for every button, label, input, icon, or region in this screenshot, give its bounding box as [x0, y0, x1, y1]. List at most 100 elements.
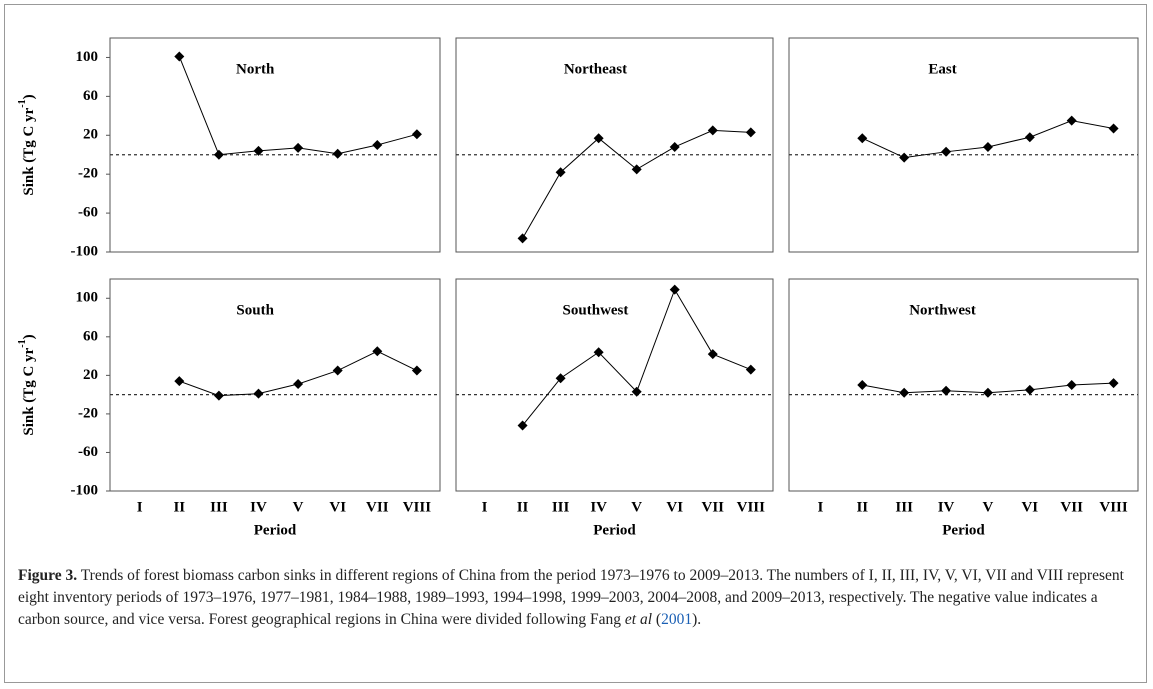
x-tick-label: VIII [1099, 499, 1128, 515]
data-point [631, 164, 642, 175]
data-point [213, 149, 224, 160]
y-tick-label: 100 [76, 290, 99, 306]
data-point [517, 233, 528, 244]
data-point [669, 141, 680, 152]
data-point [899, 152, 910, 163]
data-point [253, 145, 264, 156]
x-tick-label: VIII [403, 499, 432, 515]
y-tick-label: 100 [76, 49, 99, 65]
y-axis-label: Sink (Tg C yr-1) [17, 94, 37, 195]
caption-text: Trends of forest biomass carbon sinks in… [18, 567, 1124, 628]
data-point [555, 167, 566, 178]
x-tick-label: V [983, 499, 994, 515]
data-point [253, 388, 264, 399]
data-point [332, 148, 343, 159]
x-tick-label: I [482, 499, 488, 515]
data-line [178, 56, 418, 156]
y-tick-label: 20 [83, 127, 98, 143]
x-tick-label: VII [1060, 499, 1083, 515]
y-tick-label: -100 [71, 243, 99, 259]
x-tick-label: VI [666, 499, 683, 515]
data-point [857, 380, 868, 390]
data-point [293, 379, 304, 390]
data-point [707, 349, 718, 360]
x-tick-label: V [631, 499, 642, 515]
x-tick-label: III [552, 499, 570, 515]
plot-frame [109, 37, 441, 253]
data-point [213, 390, 224, 401]
plot-frame [109, 278, 441, 492]
x-axis-label: Period [942, 522, 985, 538]
data-point [899, 387, 910, 398]
panel-title: Northeast [564, 61, 627, 77]
y-label-sup: -1 [17, 339, 28, 347]
data-point [982, 141, 993, 152]
data-point [411, 129, 422, 140]
data-point [332, 365, 343, 376]
x-tick-label: VII [702, 499, 725, 515]
y-tick-label: 60 [83, 88, 98, 104]
data-point [593, 347, 604, 358]
y-tick-label: 60 [83, 328, 98, 344]
y-label-sup: -1 [17, 99, 28, 107]
data-point [1066, 115, 1077, 126]
x-tick-label: II [856, 499, 868, 515]
data-point [1108, 123, 1119, 134]
y-tick-label: -100 [71, 482, 99, 498]
data-point [1066, 380, 1077, 390]
x-tick-label: V [293, 499, 304, 515]
data-point [1024, 132, 1035, 143]
x-tick-label: II [517, 499, 529, 515]
x-tick-label: IV [938, 499, 955, 515]
data-line [522, 129, 751, 239]
data-point [372, 346, 383, 357]
y-tick-label: -60 [78, 205, 98, 221]
y-label-text: Sink (Tg C yr [21, 347, 37, 435]
data-point [411, 365, 422, 376]
data-point [707, 125, 718, 136]
x-tick-label: VII [366, 499, 389, 515]
data-point [174, 376, 185, 387]
x-tick-label: VI [1021, 499, 1038, 515]
x-tick-label: VI [329, 499, 346, 515]
x-axis-label: Period [254, 522, 297, 538]
data-point [174, 51, 185, 62]
y-label-text: ) [21, 94, 37, 99]
data-point [517, 420, 528, 431]
y-tick-label: -20 [78, 166, 98, 182]
panel-title: Southwest [563, 302, 629, 318]
data-point [857, 133, 868, 144]
citation-link[interactable]: 2001 [661, 611, 693, 628]
data-point [745, 127, 756, 138]
y-tick-label: -60 [78, 444, 98, 460]
x-tick-label: I [817, 499, 823, 515]
caption-italic: et al [624, 611, 653, 628]
data-point [982, 387, 993, 398]
x-tick-label: III [210, 499, 228, 515]
caption-label: Figure 3. [18, 567, 78, 584]
panel-title: Northwest [909, 302, 976, 318]
data-point [593, 133, 604, 144]
figure-frame [4, 4, 1147, 683]
caption-text: ( [652, 611, 662, 628]
y-label-text: ) [21, 334, 37, 339]
x-axis-label: Period [593, 522, 636, 538]
data-point [293, 142, 304, 153]
data-point [631, 386, 642, 397]
y-axis-label: Sink (Tg C yr-1) [17, 334, 37, 435]
x-tick-label: IV [250, 499, 267, 515]
panel-title: East [928, 61, 956, 77]
figure-caption: Figure 3. Trends of forest biomass carbo… [18, 565, 1133, 631]
data-point [669, 284, 680, 295]
y-tick-label: 20 [83, 367, 98, 383]
x-tick-label: II [173, 499, 185, 515]
data-line [522, 288, 751, 426]
data-point [372, 140, 383, 150]
data-point [941, 385, 952, 396]
x-tick-label: III [895, 499, 913, 515]
data-point [555, 373, 566, 384]
plot-frame [455, 278, 774, 492]
panel-title: North [236, 61, 275, 77]
x-tick-label: I [137, 499, 143, 515]
